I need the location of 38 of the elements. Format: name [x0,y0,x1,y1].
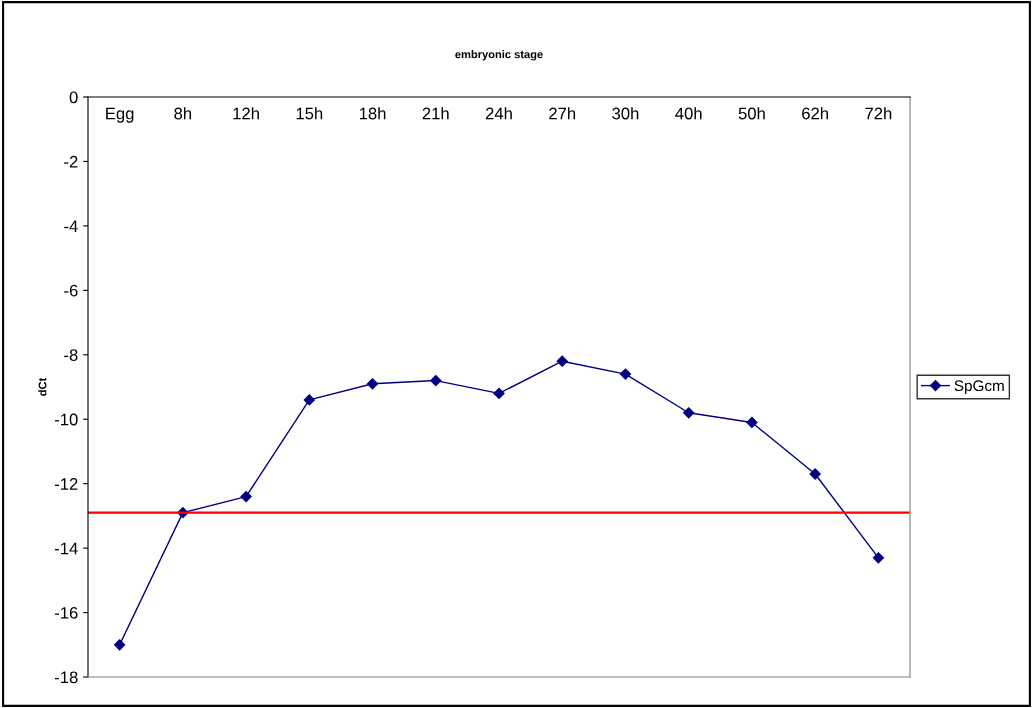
y-tick-label: -16 [54,606,78,619]
legend-label: SpGcm [954,380,1004,395]
point [809,468,821,480]
point [619,368,632,380]
point [240,490,252,503]
y-tick-label: 0 [69,91,78,104]
x-tick-label: 24h [485,107,512,120]
point [872,552,884,564]
point [683,407,695,419]
point [556,355,568,367]
x-tick-label: 40h [675,107,702,120]
point [493,387,505,400]
x-tick-label: 15h [296,107,323,120]
x-tick-label: 50h [738,107,765,120]
x-tick-label: 12h [233,107,259,120]
x-tick-label: 72h [865,107,892,120]
x-tick-label: 21h [422,107,449,120]
x-tick-label: 62h [802,107,828,120]
y-tick-label: -10 [54,413,78,426]
x-tick-label: Egg [106,107,134,123]
x-tick-label: 18h [359,107,386,120]
y-tick-label: -2 [64,155,78,168]
y-tick-label: -8 [64,349,78,361]
point [114,639,126,651]
y-tick-label: -12 [54,478,78,490]
point [746,416,758,429]
y-tick-label: -4 [64,220,78,232]
x-tick-label: 27h [549,107,576,120]
x-tick-label: 8h [174,107,192,120]
y-axis-title: dCt [38,377,47,396]
chart-title: embryonic stage [455,50,543,61]
point [366,378,379,390]
y-tick-label: -18 [54,671,78,684]
x-tick-label: 30h [612,107,639,120]
y-tick-label: -6 [64,284,78,297]
y-tick-label: -14 [54,542,78,555]
point [303,394,315,406]
point [430,374,442,387]
